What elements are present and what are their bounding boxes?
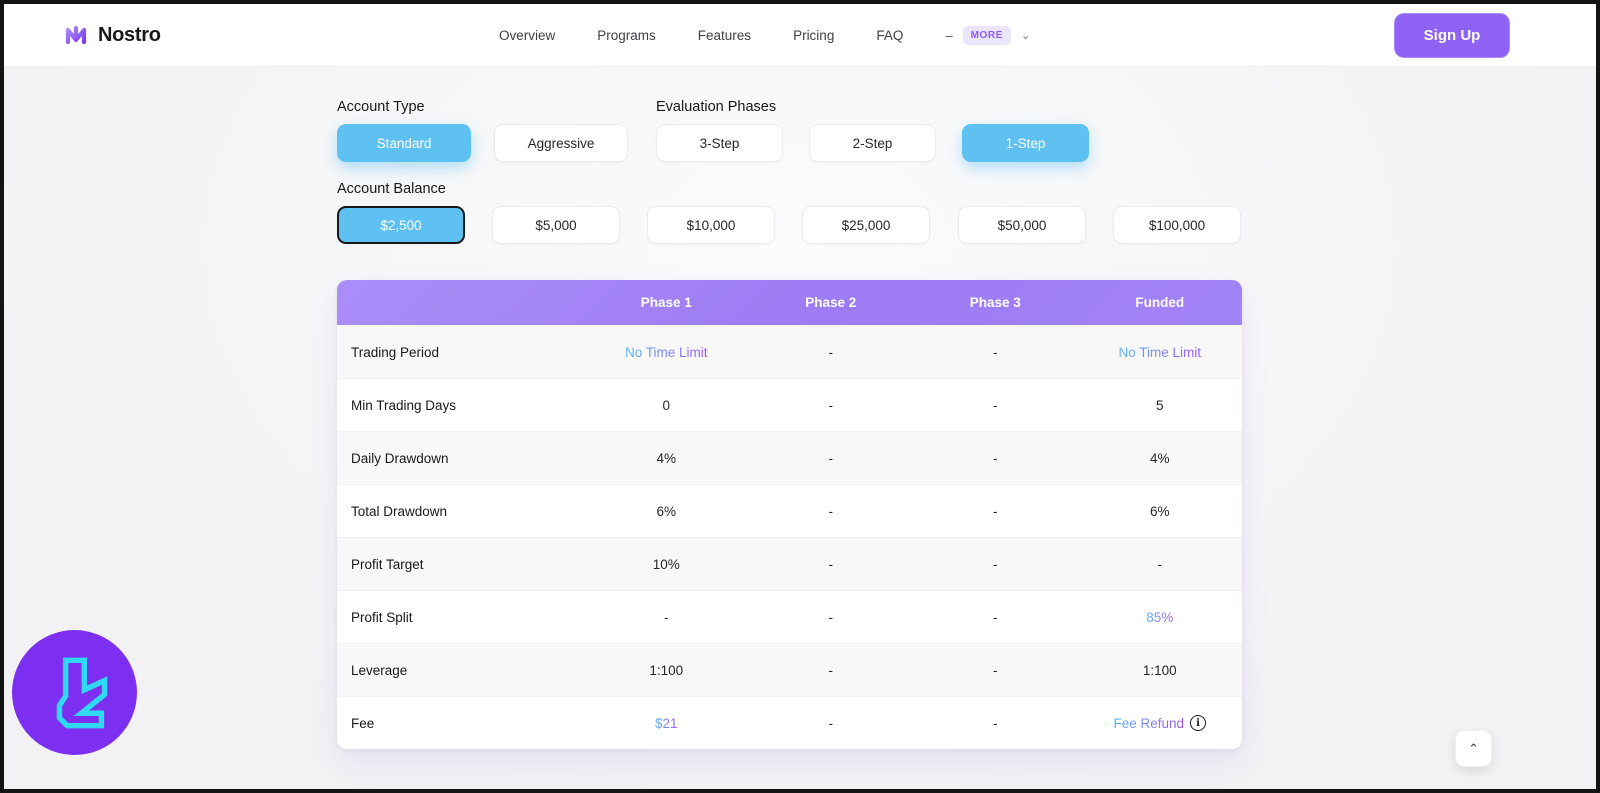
plan-comparison-table: Phase 1 Phase 2 Phase 3 Funded Trading Peri… <box>337 280 1242 749</box>
table-row-leverage: Leverage 1:100 - - 1:100 <box>337 643 1242 696</box>
cell-value: 1:100 <box>649 662 684 678</box>
balance-option-5000[interactable]: $5,000 <box>492 206 620 244</box>
cell-value: $21 <box>654 715 678 731</box>
scroll-to-top-button[interactable]: ⌃ <box>1455 730 1492 767</box>
evaluation-phases-label: Evaluation Phases <box>656 99 777 115</box>
table-row-total-drawdown: Total Drawdown 6% - - 6% <box>337 484 1242 537</box>
nav-link-faq[interactable]: FAQ <box>876 27 904 43</box>
balance-option-25000[interactable]: $25,000 <box>802 206 930 244</box>
cell-value: Fee Refund i <box>1078 715 1243 731</box>
table-row-fee: Fee $21 - - Fee Refund i <box>337 696 1242 749</box>
account-type-option-aggressive[interactable]: Aggressive <box>494 124 628 162</box>
nav-more-group: – MORE ⌄ <box>945 25 1031 45</box>
table-row-daily-drawdown: Daily Drawdown 4% - - 4% <box>337 431 1242 484</box>
cell-value: No Time Limit <box>624 344 708 360</box>
cell-value: - <box>993 344 998 360</box>
evaluation-phase-option-2step[interactable]: 2-Step <box>809 124 936 162</box>
table-row-trading-period: Trading Period No Time Limit - - No Time Lim… <box>337 325 1242 378</box>
row-label: Daily Drawdown <box>351 450 449 466</box>
balance-option-50000[interactable]: $50,000 <box>958 206 1086 244</box>
chevron-down-icon[interactable]: ⌄ <box>1020 29 1031 42</box>
cell-value: - <box>828 344 834 360</box>
table-row-profit-split: Profit Split - - - 85% <box>337 590 1242 643</box>
balance-option-10000[interactable]: $10,000 <box>647 206 775 244</box>
row-label: Fee <box>351 715 375 731</box>
column-header-phase-2: Phase 2 <box>805 295 857 310</box>
column-header-phase-3: Phase 3 <box>969 295 1021 310</box>
row-label: Trading Period <box>351 344 440 360</box>
cell-value: - <box>664 609 669 625</box>
cell-value: 4% <box>656 450 676 466</box>
cell-value: - <box>828 715 834 731</box>
column-header-funded: Funded <box>1135 295 1185 310</box>
cell-value: 1:100 <box>1142 662 1177 678</box>
more-menu-button[interactable]: MORE <box>962 25 1011 45</box>
cell-value: 5 <box>1155 397 1164 413</box>
cell-value: - <box>828 503 834 519</box>
balance-option-2500[interactable]: $2,500 <box>337 206 465 244</box>
row-label: Profit Target <box>351 556 424 572</box>
cell-value: - <box>993 450 998 466</box>
cell-value: - <box>828 397 834 413</box>
cell-value: No Time Limit <box>1118 344 1202 360</box>
cell-value: - <box>828 450 834 466</box>
cell-value: - <box>1157 556 1163 572</box>
row-label: Total Drawdown <box>351 503 448 519</box>
chat-widget-glyph-icon <box>56 657 107 728</box>
balance-option-100000[interactable]: $100,000 <box>1113 206 1241 244</box>
cell-value: - <box>993 503 998 519</box>
cell-value: - <box>828 662 834 678</box>
row-label: Profit Split <box>351 609 413 625</box>
nav-dash: – <box>945 27 953 43</box>
table-header-row: Phase 1 Phase 2 Phase 3 Funded <box>337 280 1242 325</box>
chevron-up-icon: ⌃ <box>1468 740 1479 756</box>
top-navbar: Nostro Overview Programs Features Pricin… <box>4 4 1596 67</box>
cell-value: 85% <box>1146 609 1174 625</box>
account-balance-label: Account Balance <box>337 181 446 197</box>
main-nav: Overview Programs Features Pricing FAQ –… <box>499 25 1031 45</box>
cell-value: - <box>993 662 998 678</box>
cell-value: - <box>828 609 834 625</box>
nav-link-programs[interactable]: Programs <box>597 27 656 43</box>
cell-value: 10% <box>652 556 680 572</box>
table-row-min-trading-days: Min Trading Days 0 - - 5 <box>337 378 1242 431</box>
info-icon[interactable]: i <box>1190 715 1207 731</box>
account-type-option-standard[interactable]: Standard <box>337 124 471 162</box>
cell-value: - <box>993 397 998 413</box>
nav-link-pricing[interactable]: Pricing <box>793 27 835 43</box>
table-body: Trading Period No Time Limit - - No Time Lim… <box>337 325 1242 749</box>
row-label: Min Trading Days <box>351 397 457 413</box>
column-header-phase-1: Phase 1 <box>640 295 692 310</box>
evaluation-phase-option-1step[interactable]: 1-Step <box>962 124 1089 162</box>
cell-value: - <box>993 609 998 625</box>
cell-value: - <box>828 556 834 572</box>
nav-link-overview[interactable]: Overview <box>499 27 556 43</box>
main-content: Account Type Evaluation Phases Account B… <box>4 67 1596 789</box>
cell-value: 6% <box>656 503 676 519</box>
brand-logo[interactable]: Nostro <box>62 21 161 49</box>
row-label: Leverage <box>351 662 408 678</box>
cell-value: - <box>993 556 998 572</box>
brand-name: Nostro <box>98 23 161 46</box>
nav-link-features[interactable]: Features <box>697 27 752 43</box>
cell-value: 4% <box>1149 450 1170 466</box>
account-type-label: Account Type <box>337 99 425 115</box>
nostro-logo-icon <box>65 25 87 45</box>
table-row-profit-target: Profit Target 10% - - - <box>337 537 1242 590</box>
cell-value: - <box>993 715 998 731</box>
sign-up-button[interactable]: Sign Up <box>1394 13 1510 58</box>
chat-widget-badge[interactable] <box>12 630 137 755</box>
evaluation-phase-option-3step[interactable]: 3-Step <box>656 124 783 162</box>
cell-value: 6% <box>1149 503 1170 519</box>
cell-value: 0 <box>662 397 670 413</box>
